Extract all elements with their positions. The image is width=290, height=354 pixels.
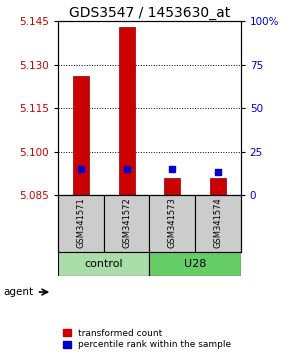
Bar: [73, 76, 89, 195]
Bar: [119, 27, 135, 195]
Bar: [58, 252, 149, 276]
Text: GSM341572: GSM341572: [122, 198, 131, 248]
Text: U28: U28: [184, 259, 206, 269]
Bar: [149, 195, 195, 252]
Bar: [104, 195, 149, 252]
Text: GSM341574: GSM341574: [213, 198, 222, 248]
Bar: [58, 195, 104, 252]
Text: control: control: [84, 259, 123, 269]
Bar: [149, 252, 241, 276]
Bar: [164, 178, 180, 195]
Text: agent: agent: [3, 287, 33, 297]
Title: GDS3547 / 1453630_at: GDS3547 / 1453630_at: [69, 6, 230, 20]
Text: GSM341571: GSM341571: [76, 198, 85, 248]
Bar: [195, 195, 241, 252]
Bar: [210, 178, 226, 195]
Legend: transformed count, percentile rank within the sample: transformed count, percentile rank withi…: [63, 329, 231, 349]
Text: GSM341573: GSM341573: [168, 197, 177, 248]
